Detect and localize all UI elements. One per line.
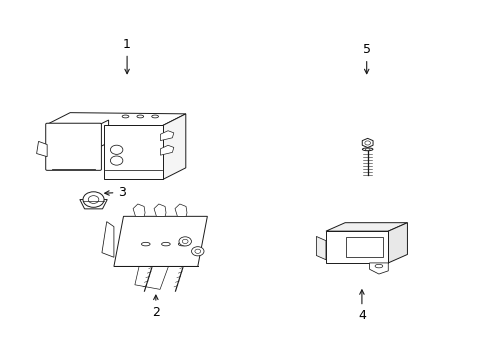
Bar: [103, 126, 163, 180]
Circle shape: [364, 141, 370, 145]
Circle shape: [179, 237, 191, 246]
Ellipse shape: [374, 264, 382, 268]
Ellipse shape: [137, 115, 143, 118]
Ellipse shape: [178, 242, 186, 246]
Circle shape: [195, 249, 200, 253]
Polygon shape: [80, 199, 107, 209]
Bar: [345, 237, 383, 257]
Polygon shape: [102, 222, 114, 257]
Ellipse shape: [151, 115, 158, 118]
Polygon shape: [160, 145, 173, 155]
Text: 1: 1: [123, 38, 131, 74]
Circle shape: [182, 239, 188, 243]
Ellipse shape: [141, 242, 150, 246]
Polygon shape: [387, 223, 407, 263]
Polygon shape: [133, 204, 145, 216]
Polygon shape: [362, 138, 372, 148]
Polygon shape: [175, 204, 186, 216]
Polygon shape: [47, 113, 185, 126]
Polygon shape: [369, 263, 387, 274]
Circle shape: [110, 145, 122, 154]
Text: 5: 5: [362, 43, 370, 74]
Text: 2: 2: [152, 295, 160, 319]
Polygon shape: [316, 237, 325, 260]
Polygon shape: [160, 131, 173, 141]
Text: 4: 4: [357, 290, 365, 322]
Polygon shape: [37, 141, 47, 157]
Circle shape: [191, 247, 203, 256]
FancyBboxPatch shape: [45, 123, 101, 170]
Circle shape: [110, 156, 122, 165]
Text: 3: 3: [104, 186, 126, 199]
Polygon shape: [163, 114, 185, 180]
Polygon shape: [135, 266, 168, 289]
Ellipse shape: [161, 242, 170, 246]
Ellipse shape: [365, 148, 369, 150]
Polygon shape: [100, 120, 108, 147]
Circle shape: [83, 192, 104, 207]
Polygon shape: [154, 204, 166, 216]
Circle shape: [88, 196, 99, 203]
Ellipse shape: [362, 148, 372, 151]
Polygon shape: [114, 216, 207, 266]
Ellipse shape: [122, 115, 129, 118]
Bar: [325, 231, 387, 263]
Polygon shape: [325, 223, 407, 231]
